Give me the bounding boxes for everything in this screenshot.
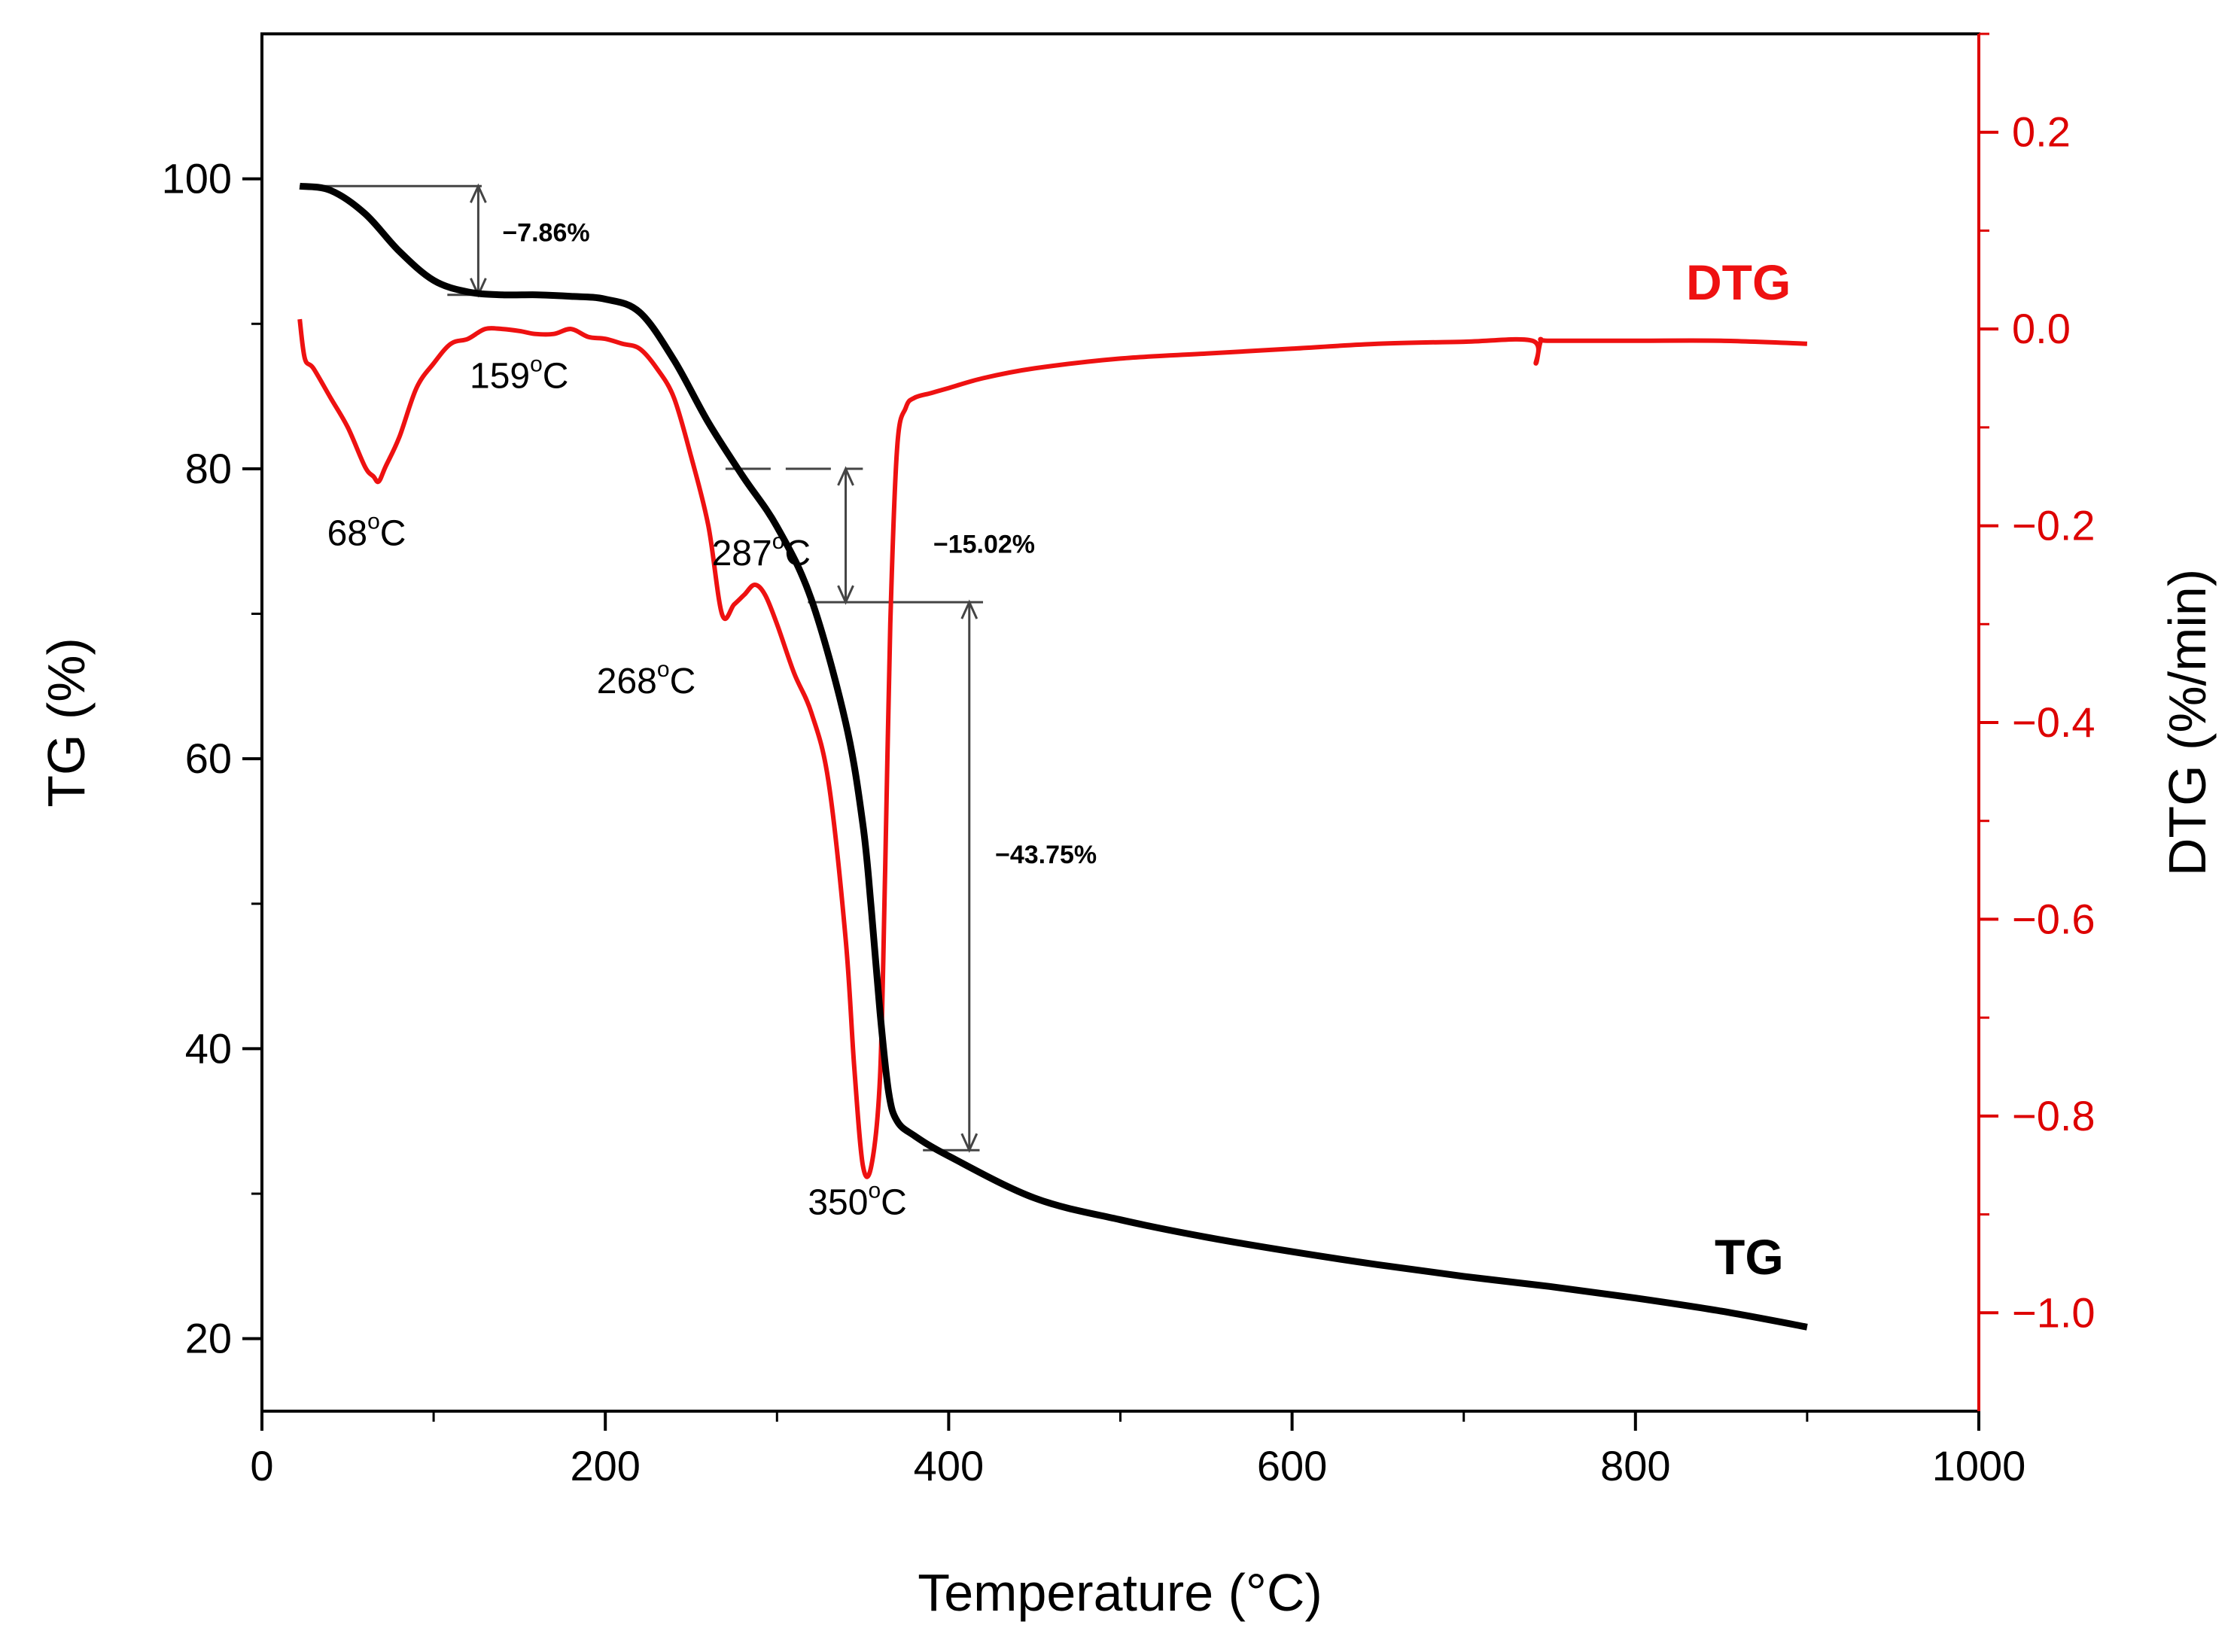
step-3-arrowhead-down — [960, 1133, 978, 1153]
step-1-arrowhead-up — [470, 183, 487, 203]
step-labels: −7.86% −15.02% −43.75% — [502, 218, 1097, 869]
x-axis-ticks: 0 200 400 600 800 1000 — [250, 1411, 2025, 1489]
tg-series-line — [299, 182, 1808, 1331]
x-tick-label: 400 — [914, 1442, 984, 1489]
right-y-tick-label: −0.8 — [2012, 1092, 2095, 1139]
x-tick-label: 200 — [570, 1442, 640, 1489]
right-y-tick-label: 0.2 — [2012, 108, 2071, 156]
step-label: −15.02% — [933, 531, 1035, 559]
peak-label-unit: C — [784, 534, 811, 573]
step-label: −7.86% — [502, 218, 589, 247]
right-y-tick-label: −0.4 — [2012, 698, 2095, 746]
x-tick-label: 0 — [250, 1442, 273, 1489]
peak-label-value: 287 — [712, 534, 772, 573]
dtg-series-line — [297, 318, 1808, 1179]
right-y-tick-label: −0.6 — [2012, 895, 2095, 942]
left-y-axis-title: TG (%) — [37, 637, 96, 808]
peak-label-degree: o — [868, 1179, 881, 1203]
left-y-tick-label: 20 — [185, 1315, 232, 1362]
peak-label: 287oC — [712, 529, 811, 573]
step-2-arrowhead-up — [837, 466, 854, 486]
peak-label: 268oC — [597, 657, 695, 701]
dtg-series-tag: DTG — [1686, 254, 1791, 310]
peak-label-value: 159 — [470, 357, 530, 397]
left-y-axis-ticks: 20 40 60 80 100 — [162, 155, 262, 1362]
peak-label: 68oC — [327, 510, 406, 554]
peak-label-value: 350 — [808, 1183, 868, 1223]
left-y-tick-label: 60 — [185, 735, 232, 782]
peak-label-degree: o — [367, 510, 380, 534]
peak-label-degree: o — [530, 352, 543, 377]
peak-label-value: 68 — [327, 514, 367, 554]
x-tick-label: 1000 — [1932, 1442, 2026, 1489]
right-y-axis-ticks: 0.2 0.0 −0.2 −0.4 −0.6 −0.8 −1.0 — [1979, 32, 2095, 1336]
x-axis-title: Temperature (°C) — [918, 1563, 1322, 1622]
right-y-tick-label: −1.0 — [2012, 1288, 2095, 1336]
peak-label-unit: C — [380, 514, 406, 554]
right-y-tick-label: −0.2 — [2012, 502, 2095, 549]
step-label: −43.75% — [995, 841, 1097, 869]
peak-label: 350oC — [808, 1179, 906, 1223]
peak-label-unit: C — [670, 662, 696, 701]
x-tick-label: 600 — [1257, 1442, 1327, 1489]
step-3-arrowhead-up — [960, 599, 978, 619]
left-y-tick-label: 100 — [162, 155, 232, 202]
peak-label-unit: C — [881, 1183, 907, 1223]
peak-label-unit: C — [543, 357, 569, 397]
left-y-tick-label: 80 — [185, 445, 232, 492]
right-y-tick-label: 0.0 — [2012, 305, 2071, 352]
left-y-tick-label: 40 — [185, 1024, 232, 1072]
peak-label-degree: o — [657, 657, 670, 682]
peak-label-degree: o — [772, 529, 785, 554]
peak-label: 159oC — [470, 352, 568, 397]
tg-series-tag: TG — [1715, 1229, 1784, 1285]
peak-label-value: 268 — [597, 662, 657, 701]
right-y-axis-title: DTG (%/min) — [2158, 569, 2217, 876]
step-2-arrowhead-down — [837, 585, 854, 605]
x-tick-label: 800 — [1600, 1442, 1670, 1489]
